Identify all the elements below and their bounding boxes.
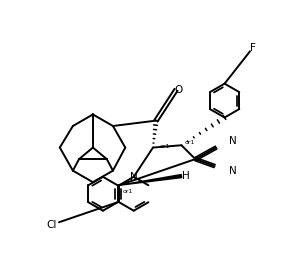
Text: F: F <box>250 43 256 53</box>
Text: Cl: Cl <box>46 220 57 230</box>
Text: O: O <box>174 85 182 95</box>
Text: H: H <box>182 171 190 181</box>
Text: or1: or1 <box>160 144 170 148</box>
Text: N: N <box>229 166 237 176</box>
Text: or1: or1 <box>185 140 195 145</box>
Polygon shape <box>119 174 182 185</box>
Text: N: N <box>130 172 138 182</box>
Text: N: N <box>229 136 237 146</box>
Text: or1: or1 <box>122 189 132 194</box>
